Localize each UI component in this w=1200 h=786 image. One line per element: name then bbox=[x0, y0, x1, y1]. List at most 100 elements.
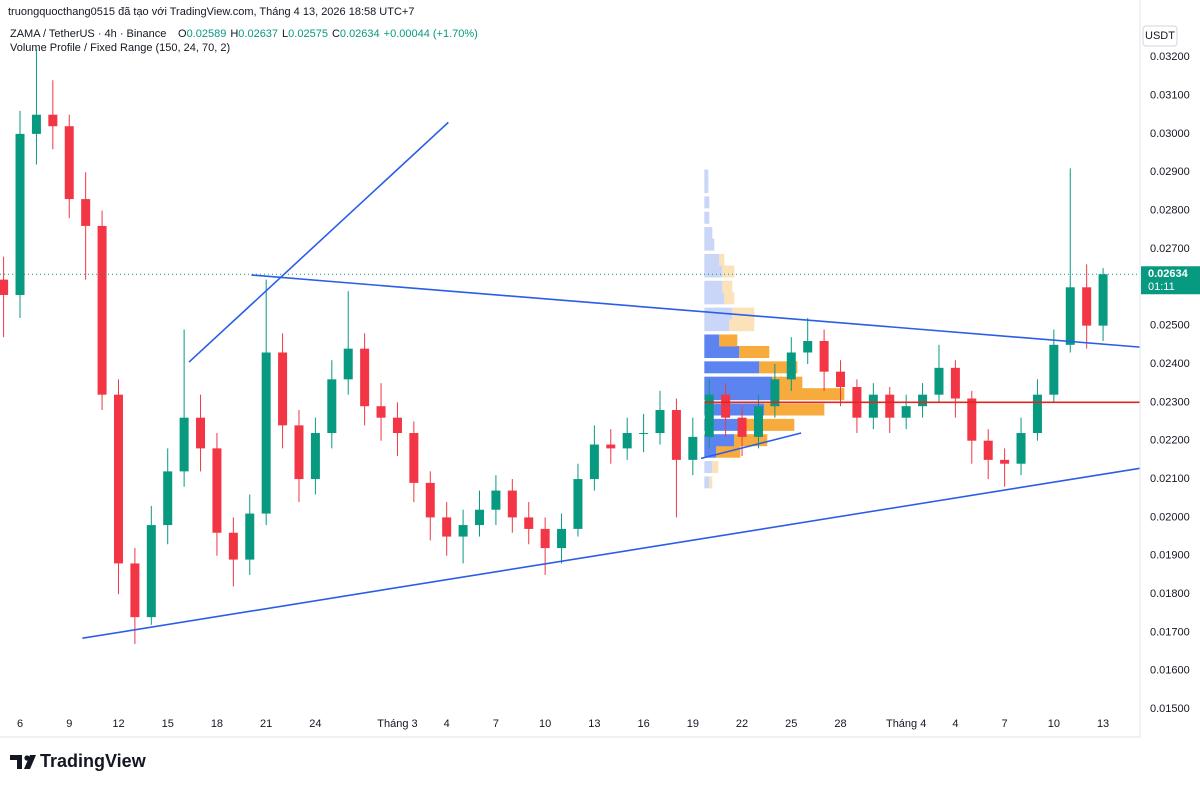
candle-body bbox=[721, 394, 731, 418]
ohlc-value: 0.02634 bbox=[340, 28, 380, 40]
volume-up bbox=[704, 319, 730, 332]
candle-body bbox=[540, 528, 550, 549]
x-tick-label: 16 bbox=[637, 718, 649, 730]
candle-body bbox=[557, 528, 567, 549]
candle-body bbox=[130, 563, 140, 618]
candle-body bbox=[48, 114, 58, 127]
candle-body bbox=[163, 471, 173, 526]
candle-body bbox=[458, 525, 468, 537]
candle-body bbox=[868, 394, 878, 418]
volume-down bbox=[724, 292, 735, 305]
x-tick-label: 28 bbox=[834, 718, 846, 730]
candle-body bbox=[278, 352, 288, 426]
candle-body bbox=[1065, 287, 1075, 345]
x-tick-label: 21 bbox=[260, 718, 272, 730]
candle-body bbox=[1016, 433, 1026, 464]
candle-body bbox=[261, 352, 271, 514]
currency[interactable]: USDT bbox=[1145, 30, 1175, 42]
volume-up bbox=[704, 253, 720, 266]
y-tick-label: 0.02400 bbox=[1150, 358, 1190, 370]
candle-body bbox=[327, 379, 337, 434]
x-tick-label: 7 bbox=[1002, 718, 1008, 730]
x-tick-label: 13 bbox=[1097, 718, 1109, 730]
currency-box[interactable] bbox=[1142, 25, 1178, 47]
x-tick-label: 10 bbox=[1048, 718, 1060, 730]
y-tick-label: 0.01500 bbox=[1150, 703, 1190, 715]
countdown: 01:11 bbox=[1148, 281, 1175, 293]
volume-down bbox=[739, 345, 770, 358]
candle-body bbox=[228, 532, 238, 560]
ohlc-letter: C bbox=[332, 28, 340, 40]
candle-body bbox=[786, 352, 796, 380]
candle-body bbox=[245, 513, 255, 560]
y-tick-label: 0.02100 bbox=[1150, 473, 1190, 485]
legend-ohlc: O0.02589 H0.02637 L0.02575 C0.02634 +0.00044… bbox=[178, 28, 478, 40]
ohlc-value: 0.02589 bbox=[187, 28, 227, 40]
y-tick-label: 0.02300 bbox=[1150, 396, 1190, 408]
ohlc-letter: H bbox=[230, 28, 238, 40]
trend-line bbox=[188, 121, 449, 363]
candle-body bbox=[573, 479, 583, 529]
y-tick-label: 0.03100 bbox=[1150, 89, 1190, 101]
candle-body bbox=[0, 279, 9, 295]
candle-body bbox=[1032, 394, 1042, 434]
candle-body bbox=[196, 417, 206, 449]
volume-up bbox=[704, 345, 740, 358]
candle-body bbox=[15, 133, 25, 295]
y-tick-label: 0.02900 bbox=[1150, 166, 1190, 178]
candle-body bbox=[753, 406, 763, 437]
candle-body bbox=[310, 433, 320, 480]
volume-down bbox=[764, 403, 825, 416]
volume-up bbox=[704, 227, 713, 240]
candle-body bbox=[688, 436, 698, 460]
volume-up bbox=[704, 265, 723, 278]
brand: TradingView bbox=[40, 751, 147, 771]
candle-body bbox=[704, 394, 714, 437]
x-tick-label: 6 bbox=[17, 718, 23, 730]
candle-body bbox=[803, 340, 813, 353]
candle-body bbox=[622, 433, 632, 449]
candle-body bbox=[1000, 459, 1010, 464]
x-tick-label: 22 bbox=[736, 718, 748, 730]
y-tick-label: 0.01900 bbox=[1150, 550, 1190, 562]
x-tick-label: Tháng 3 bbox=[377, 718, 417, 730]
y-tick-label: 0.02500 bbox=[1150, 320, 1190, 332]
x-tick-label: 7 bbox=[493, 718, 499, 730]
x-tick-label: 12 bbox=[112, 718, 124, 730]
trend-line bbox=[700, 432, 802, 460]
author-note: truongquocthang0515 đã tạo với TradingVi… bbox=[8, 6, 414, 18]
candle-body bbox=[64, 126, 74, 200]
y-tick-label: 0.02700 bbox=[1150, 243, 1190, 255]
volume-up bbox=[704, 169, 709, 182]
volume-up bbox=[704, 238, 715, 251]
candle-body bbox=[589, 444, 599, 480]
y-tick-label: 0.01800 bbox=[1150, 588, 1190, 600]
candle-body bbox=[113, 394, 123, 564]
candle-body bbox=[819, 340, 829, 372]
volume-up bbox=[704, 361, 760, 374]
candle-body bbox=[655, 410, 665, 434]
candle-body bbox=[836, 371, 846, 388]
logo: TradingView bbox=[10, 751, 147, 771]
candle-body bbox=[967, 398, 977, 441]
volume-down bbox=[719, 253, 725, 266]
volume-down bbox=[772, 376, 803, 389]
legend-symbol: ZAMA / TetherUS · 4h · Binance bbox=[10, 28, 166, 40]
x-tick-label: Tháng 4 bbox=[886, 718, 926, 730]
volume-down bbox=[709, 476, 713, 489]
candle-body bbox=[425, 482, 435, 518]
candle-body bbox=[524, 517, 534, 529]
x-tick-label: 18 bbox=[211, 718, 223, 730]
candle-body bbox=[491, 490, 501, 510]
volume-up bbox=[704, 196, 710, 209]
ohlc-value: 0.02575 bbox=[288, 28, 328, 40]
candle-body bbox=[1098, 274, 1108, 326]
x-tick-label: 4 bbox=[444, 718, 450, 730]
candle-body bbox=[885, 394, 895, 418]
volume-down bbox=[739, 418, 795, 431]
y-tick-label: 0.01600 bbox=[1150, 665, 1190, 677]
volume-up bbox=[704, 388, 775, 401]
y-tick-label: 0.02800 bbox=[1150, 204, 1190, 216]
